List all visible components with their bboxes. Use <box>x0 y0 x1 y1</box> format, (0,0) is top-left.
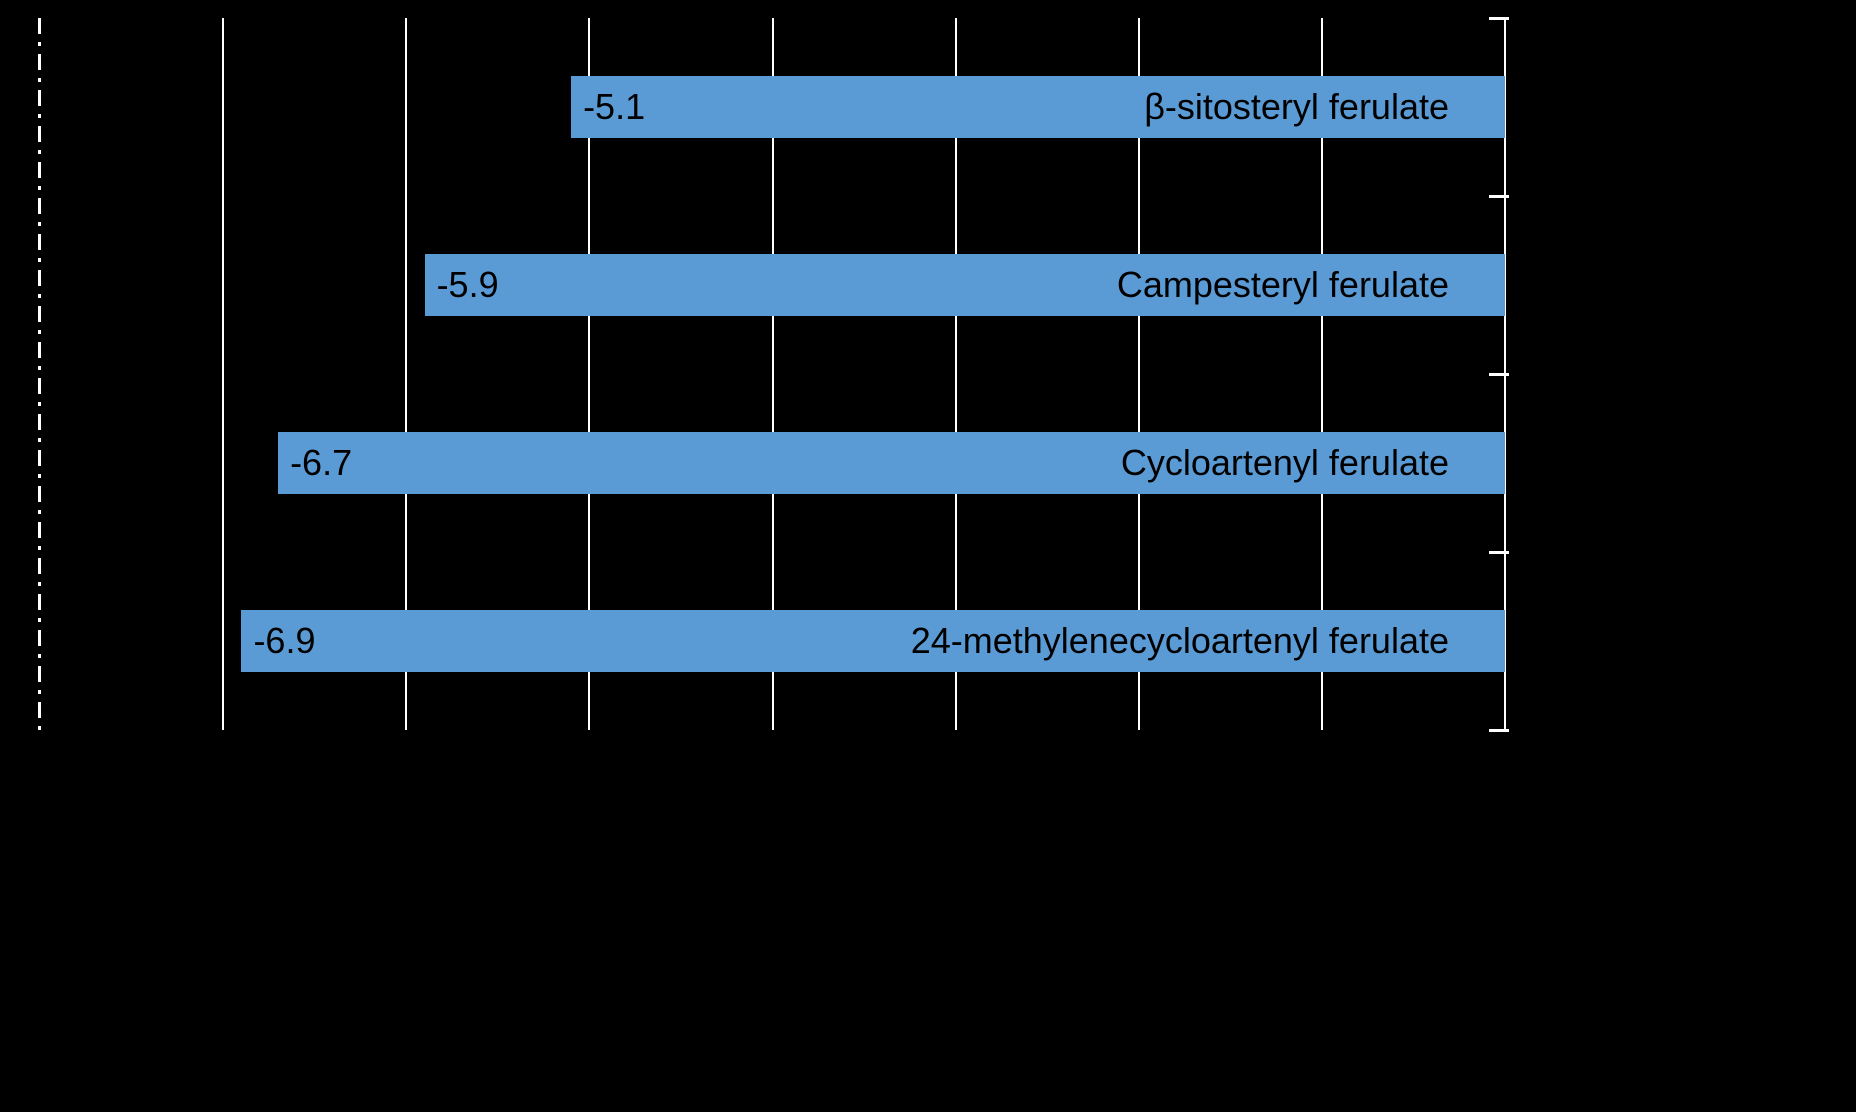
bar-value-label: -5.9 <box>436 264 499 305</box>
bar-value-label: -5.1 <box>583 86 646 127</box>
bar: -6.7 Cycloartenyl ferulate <box>278 432 1505 494</box>
category-axis-tick <box>1489 16 1509 20</box>
gridline <box>771 18 774 730</box>
bar: -5.1 β-sitosteryl ferulate <box>571 76 1505 138</box>
gridline <box>1320 18 1323 730</box>
bar-category-label: 24-methylenecycloartenyl ferulate <box>910 620 1449 661</box>
bar-value-label: -6.9 <box>253 620 316 661</box>
bar-category-label: β-sitosteryl ferulate <box>1144 86 1449 127</box>
bar: -5.9 Campesteryl ferulate <box>424 254 1505 316</box>
category-axis-tick <box>1489 728 1509 732</box>
left-axis-line <box>38 18 41 730</box>
gridline <box>588 18 591 730</box>
bar-category-label: Campesteryl ferulate <box>1116 264 1449 305</box>
bar-category-label: Cycloartenyl ferulate <box>1120 442 1449 483</box>
bar-value-label: -6.7 <box>290 442 353 483</box>
gridline <box>405 18 408 730</box>
gridline <box>954 18 957 730</box>
category-axis-tick <box>1489 372 1509 376</box>
bar: -6.9 24-methylenecycloartenyl ferulate <box>241 610 1505 672</box>
gridline <box>1137 18 1140 730</box>
category-axis-tick <box>1489 550 1509 554</box>
plot-area: -5.1 β-sitosteryl ferulate -5.9 Campesteryl… <box>38 16 1509 732</box>
category-axis-tick <box>1489 194 1509 198</box>
gridline <box>222 18 225 730</box>
